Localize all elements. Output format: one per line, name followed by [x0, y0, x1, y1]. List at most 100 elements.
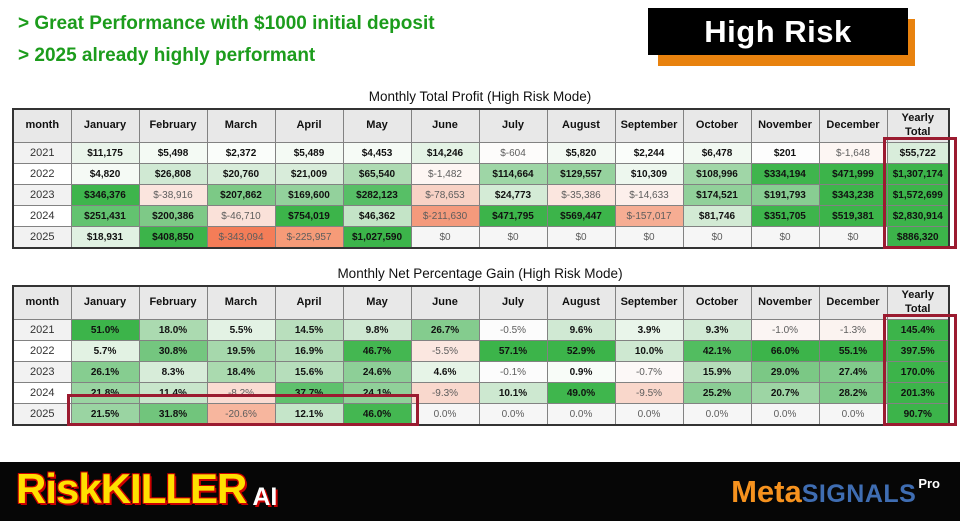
profit-cell: $200,386	[138, 205, 208, 227]
column-header: June	[410, 285, 480, 320]
percent-cell: 21.8%	[70, 382, 140, 404]
metasignals-signals-text: SIGNALS	[801, 480, 917, 508]
percent-cell: 31.8%	[138, 403, 208, 426]
column-header: December	[818, 285, 888, 320]
profit-cell: $18,931	[70, 226, 140, 249]
percent-cell: -0.5%	[478, 319, 548, 341]
percent-cell: 29.0%	[750, 361, 820, 383]
percent-cell: 46.0%	[342, 403, 412, 426]
year-label: 2022	[12, 163, 72, 185]
percent-cell: -5.5%	[410, 340, 480, 362]
percent-cell: 15.6%	[274, 361, 344, 383]
percent-cell: 51.0%	[70, 319, 140, 341]
profit-cell: $519,381	[818, 205, 888, 227]
profit-cell: $129,557	[546, 163, 616, 185]
profit-cell: $169,600	[274, 184, 344, 206]
high-risk-badge: High Risk	[648, 8, 915, 66]
percent-cell: 10.1%	[478, 382, 548, 404]
column-header: June	[410, 108, 480, 143]
profit-cell: $346,376	[70, 184, 140, 206]
profit-cell: $5,489	[274, 142, 344, 164]
headline-line1: > Great Performance with $1000 initial d…	[18, 13, 435, 34]
year-label: 2021	[12, 319, 72, 341]
profit-cell: $471,999	[818, 163, 888, 185]
column-header: July	[478, 108, 548, 143]
percent-cell: 0.0%	[614, 403, 684, 426]
percent-cell: 9.8%	[342, 319, 412, 341]
percent-cell: 0.0%	[818, 403, 888, 426]
percent-cell: 19.5%	[206, 340, 276, 362]
yearly-total-cell: $2,830,914	[886, 205, 950, 227]
yearly-total-cell: 90.7%	[886, 403, 950, 426]
column-header: month	[12, 285, 72, 320]
year-label: 2025	[12, 226, 72, 249]
column-header: September	[614, 108, 684, 143]
profit-cell: $26,808	[138, 163, 208, 185]
profit-cell: $471,795	[478, 205, 548, 227]
percent-cell: -9.5%	[614, 382, 684, 404]
percent-cell: 5.7%	[70, 340, 140, 362]
percent-cell: -0.7%	[614, 361, 684, 383]
profit-cell: $174,521	[682, 184, 752, 206]
profit-cell: $11,175	[70, 142, 140, 164]
table-row: 2024 21.8% 11.4% -8.2% 37.7% 24.1% -9.3% 10.1% 4…	[12, 382, 950, 404]
profit-cell: $0	[614, 226, 684, 249]
profit-cell: $5,820	[546, 142, 616, 164]
percent-cell: 14.5%	[274, 319, 344, 341]
profit-cell: $21,009	[274, 163, 344, 185]
percent-cell: 8.3%	[138, 361, 208, 383]
column-header: April	[274, 285, 344, 320]
table-row: 2025 $18,931 $408,850 $-343,094 $-225,957 $1,…	[12, 226, 950, 249]
percent-cell: 9.3%	[682, 319, 752, 341]
headline-line2: > 2025 already highly performant	[18, 45, 316, 66]
profit-cell: $754,019	[274, 205, 344, 227]
profit-cell: $251,431	[70, 205, 140, 227]
column-header: Yearly Total	[886, 108, 950, 143]
profit-cell: $-225,957	[274, 226, 344, 249]
column-header: May	[342, 285, 412, 320]
yearly-total-cell: $1,572,699	[886, 184, 950, 206]
percent-cell: 37.7%	[274, 382, 344, 404]
column-header: August	[546, 285, 616, 320]
percent-cell: -8.2%	[206, 382, 276, 404]
profit-cell: $334,194	[750, 163, 820, 185]
table-row: 2021 51.0% 18.0% 5.5% 14.5% 9.8% 26.7% -0.5% 9.6…	[12, 319, 950, 341]
column-header: January	[70, 108, 140, 143]
percent-cell: 4.6%	[410, 361, 480, 383]
riskkiller-logo-text: RiskKILLER	[16, 465, 247, 512]
profit-cell: $10,309	[614, 163, 684, 185]
metasignals-logo: Meta SIGNALS Pro	[731, 476, 940, 507]
column-header: September	[614, 285, 684, 320]
profit-cell: $81,746	[682, 205, 752, 227]
column-header: month	[12, 108, 72, 143]
column-header: July	[478, 285, 548, 320]
profit-cell: $20,760	[206, 163, 276, 185]
percent-cell: 27.4%	[818, 361, 888, 383]
riskkiller-logo: RiskKILLER AI	[16, 465, 277, 512]
profit-cell: $1,027,590	[342, 226, 412, 249]
footer-bar	[0, 462, 960, 521]
profit-cell: $2,372	[206, 142, 276, 164]
column-header: May	[342, 108, 412, 143]
column-header: March	[206, 108, 276, 143]
column-header: April	[274, 108, 344, 143]
profit-cell: $207,862	[206, 184, 276, 206]
profit-cell: $191,793	[750, 184, 820, 206]
profit-cell: $0	[682, 226, 752, 249]
percent-cell: 0.0%	[682, 403, 752, 426]
percent-cell: 12.1%	[274, 403, 344, 426]
profit-cell: $343,238	[818, 184, 888, 206]
yearly-total-cell: $55,722	[886, 142, 950, 164]
year-label: 2022	[12, 340, 72, 362]
profit-cell: $-343,094	[206, 226, 276, 249]
profit-cell: $-14,633	[614, 184, 684, 206]
profit-cell: $-211,630	[410, 205, 480, 227]
profit-cell: $114,664	[478, 163, 548, 185]
percent-cell: 0.9%	[546, 361, 616, 383]
profit-cell: $14,246	[410, 142, 480, 164]
column-header: December	[818, 108, 888, 143]
percent-cell: 66.0%	[750, 340, 820, 362]
percent-cell: 25.2%	[682, 382, 752, 404]
profit-cell: $351,705	[750, 205, 820, 227]
profit-cell: $-35,386	[546, 184, 616, 206]
